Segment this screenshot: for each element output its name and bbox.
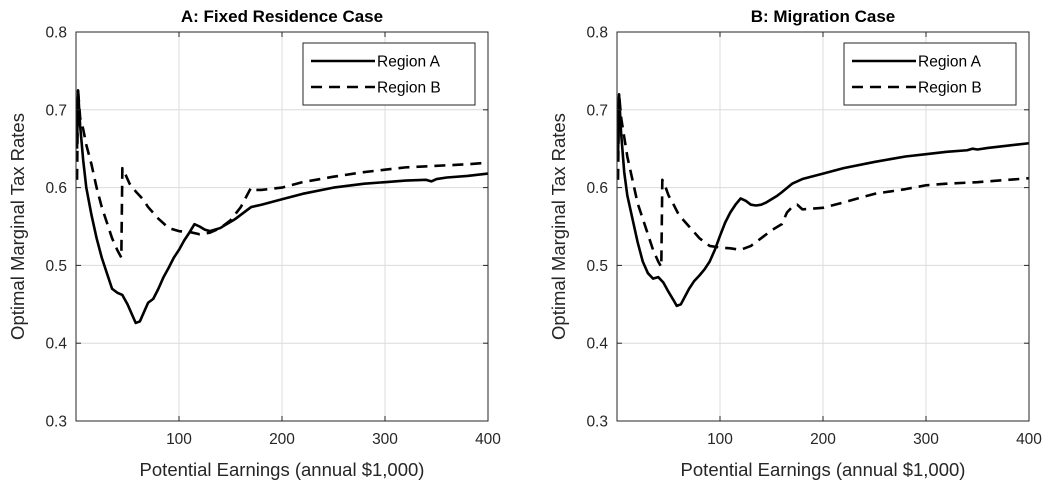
panel-a-xtick-label: 100 [166, 431, 192, 448]
panel-b-ytick-label: 0.8 [586, 25, 608, 42]
panel-a-chart: 100 200 300 400 0.3 0.4 0.5 0.6 0.7 0.8 A: Fixed R… [7, 7, 501, 480]
panel-a-series-region-a-line [75, 89, 489, 325]
panel-b-series-region-a-line [616, 92, 1030, 308]
panel-b-ytick-label: 0.6 [586, 180, 608, 197]
panel-b-xtick-label: 400 [1016, 431, 1042, 448]
panel-a-legend-box [302, 42, 476, 106]
panel-a-xtick-label: 300 [372, 431, 398, 448]
panel-b-legend-box [843, 42, 1017, 106]
panel-a-ytick-label: 0.5 [45, 258, 67, 275]
panel-b-legend-label-region-b: Region B [918, 80, 982, 97]
panel-b-xtick-label: 100 [707, 431, 733, 448]
panel-b-legend-label-region-a: Region A [918, 54, 982, 71]
panel-b-y-axis-label: Optimal Marginal Tax Rates [548, 113, 569, 340]
panel-b-series-region-b-line [616, 92, 1030, 269]
panel-a-ytick-label: 0.3 [45, 414, 67, 431]
panel-b-xtick-label: 300 [913, 431, 939, 448]
panel-b-ytick-label: 0.3 [586, 414, 608, 431]
panel-a-title: A: Fixed Residence Case [181, 7, 383, 26]
panel-b-title: B: Migration Case [751, 7, 896, 26]
panel-a-legend-label-region-a: Region A [377, 54, 441, 71]
panel-b-xtick-label: 200 [810, 431, 836, 448]
panel-a-x-axis-label: Potential Earnings (annual $1,000) [140, 459, 425, 480]
panel-b-ytick-label: 0.7 [586, 102, 608, 119]
panel-b-x-axis-label: Potential Earnings (annual $1,000) [681, 459, 966, 480]
panel-a-ytick-label: 0.4 [45, 336, 67, 353]
panel-a-legend: Region A Region B [302, 42, 476, 106]
panel-a-xtick-label: 400 [475, 431, 501, 448]
panel-a-legend-label-region-b: Region B [377, 80, 441, 97]
panel-a-ytick-label: 0.8 [45, 25, 67, 42]
panel-b-ytick-label: 0.4 [586, 336, 608, 353]
panel-a-xtick-label: 200 [269, 431, 295, 448]
panel-b-chart: 100 200 300 400 0.3 0.4 0.5 0.6 0.7 0.8 B: Migrati… [548, 7, 1042, 480]
panel-a-y-axis-label: Optimal Marginal Tax Rates [7, 113, 28, 340]
panel-b-ytick-label: 0.5 [586, 258, 608, 275]
panel-a-ytick-label: 0.6 [45, 180, 67, 197]
panel-b-legend: Region A Region B [843, 42, 1017, 106]
panel-a-ytick-label: 0.7 [45, 102, 67, 119]
